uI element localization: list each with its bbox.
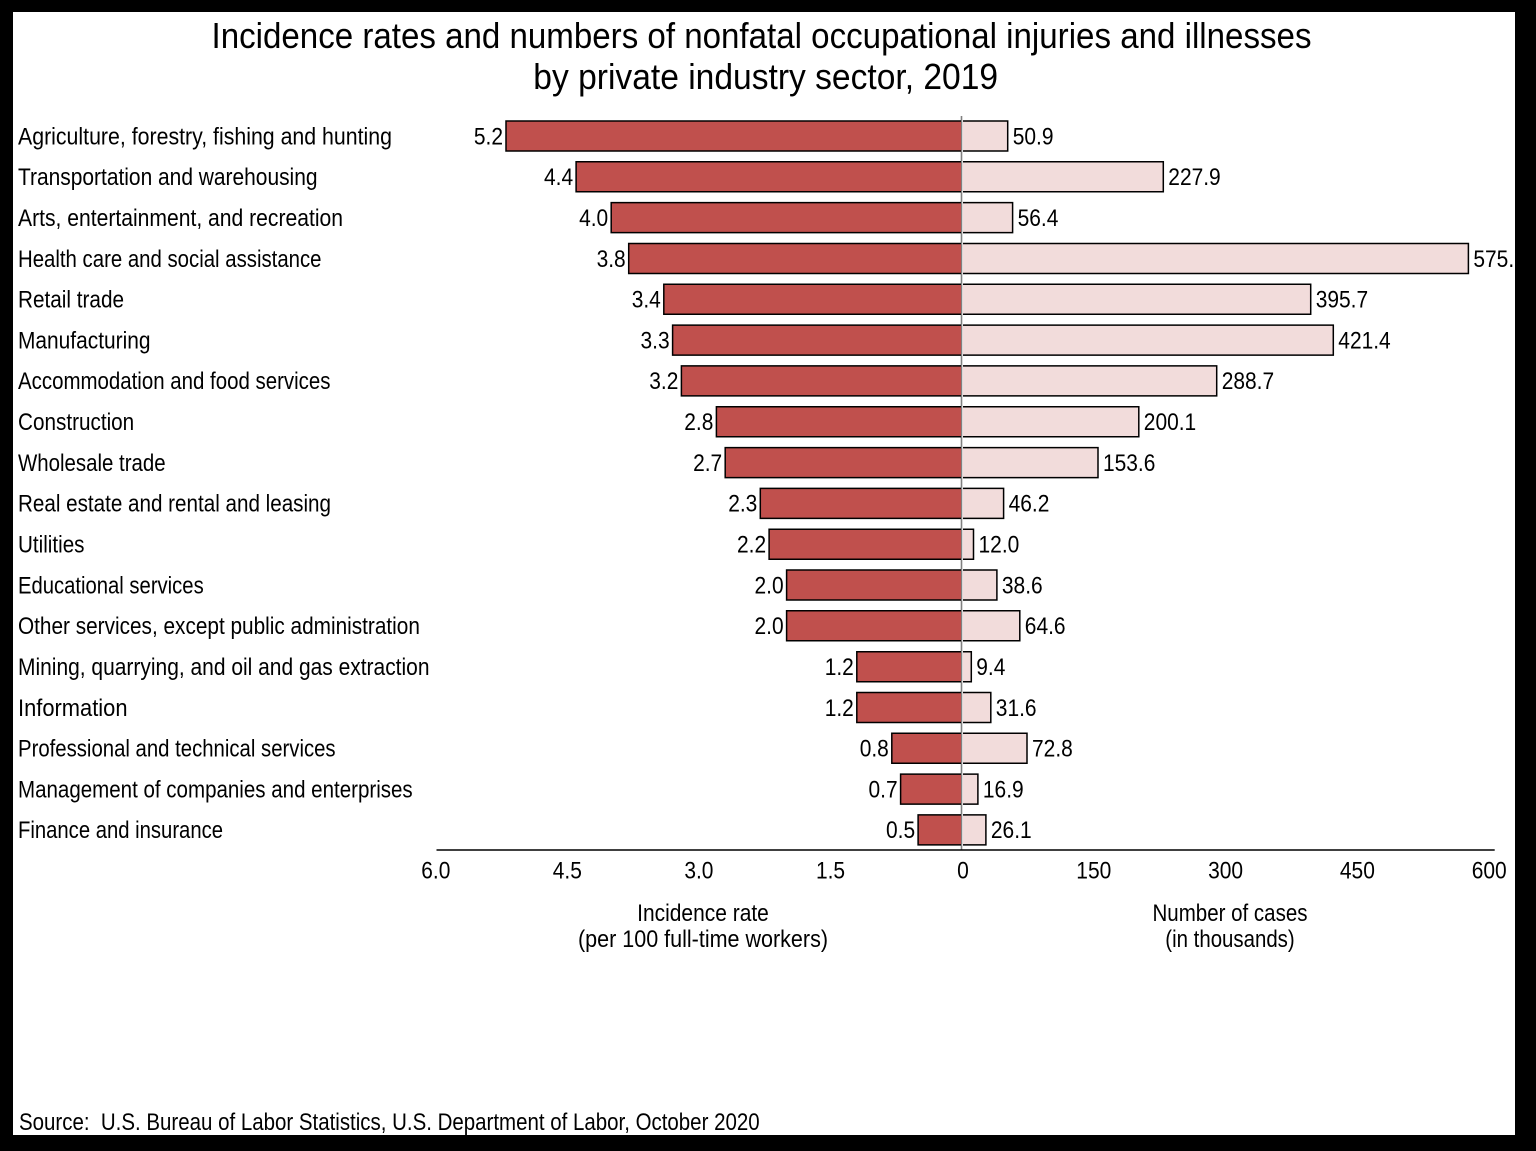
svg-text:16.9: 16.9 [983, 776, 1024, 803]
svg-text:2.2: 2.2 [737, 532, 766, 559]
svg-text:4.4: 4.4 [544, 164, 573, 191]
svg-text:150: 150 [1076, 858, 1111, 885]
svg-text:395.7: 395.7 [1316, 287, 1368, 314]
svg-text:26.1: 26.1 [991, 817, 1032, 844]
svg-text:600: 600 [1472, 858, 1507, 885]
svg-text:(per 100 full-time workers): (per 100 full-time workers) [578, 926, 828, 953]
svg-text:Educational services: Educational services [18, 572, 204, 599]
svg-text:Management of companies and en: Management of companies and enterprises [18, 776, 413, 803]
svg-text:12.0: 12.0 [979, 532, 1020, 559]
svg-text:4.5: 4.5 [553, 858, 582, 885]
svg-text:Arts, entertainment, and recre: Arts, entertainment, and recreation [18, 205, 343, 232]
svg-text:2.3: 2.3 [728, 491, 757, 518]
svg-text:50.9: 50.9 [1013, 123, 1054, 150]
svg-text:3.4: 3.4 [632, 287, 661, 314]
svg-text:Number of cases: Number of cases [1153, 900, 1308, 927]
svg-text:227.9: 227.9 [1168, 164, 1220, 191]
svg-text:by private industry sector, 20: by private industry sector, 2019 [533, 56, 998, 97]
svg-text:153.6: 153.6 [1103, 450, 1155, 477]
svg-text:72.8: 72.8 [1032, 736, 1073, 763]
svg-text:1.2: 1.2 [825, 695, 854, 722]
svg-text:Finance and insurance: Finance and insurance [18, 817, 223, 844]
svg-text:Utilities: Utilities [18, 532, 85, 559]
svg-text:3.8: 3.8 [597, 246, 626, 273]
svg-text:1.5: 1.5 [816, 858, 845, 885]
svg-text:31.6: 31.6 [996, 695, 1037, 722]
svg-text:300: 300 [1208, 858, 1243, 885]
svg-text:9.4: 9.4 [976, 654, 1005, 681]
svg-text:Manufacturing: Manufacturing [18, 327, 151, 354]
svg-text:46.2: 46.2 [1009, 491, 1050, 518]
svg-text:3.2: 3.2 [649, 368, 678, 395]
svg-text:3.0: 3.0 [684, 858, 713, 885]
svg-text:64.6: 64.6 [1025, 613, 1066, 640]
svg-text:Other services, except public: Other services, except public administra… [18, 613, 420, 640]
svg-text:Real estate and rental and lea: Real estate and rental and leasing [18, 491, 331, 518]
svg-text:5.2: 5.2 [474, 123, 503, 150]
svg-text:0: 0 [957, 858, 969, 885]
svg-text:56.4: 56.4 [1018, 205, 1059, 232]
svg-text:2.0: 2.0 [755, 572, 784, 599]
svg-text:3.3: 3.3 [641, 327, 670, 354]
svg-text:2.7: 2.7 [693, 450, 722, 477]
svg-text:0.8: 0.8 [860, 736, 889, 763]
svg-text:4.0: 4.0 [579, 205, 608, 232]
svg-text:Construction: Construction [18, 409, 134, 436]
svg-text:2.0: 2.0 [755, 613, 784, 640]
svg-text:Transportation and warehousing: Transportation and warehousing [18, 164, 318, 191]
svg-text:Mining, quarrying, and oil and: Mining, quarrying, and oil and gas extra… [18, 654, 430, 681]
svg-text:0.7: 0.7 [869, 776, 898, 803]
svg-text:Retail trade: Retail trade [18, 287, 124, 314]
svg-text:(in thousands): (in thousands) [1165, 926, 1294, 953]
svg-text:Source: U.S. Bureau of Labor: Source: U.S. Bureau of Labor Statistics,… [19, 1109, 760, 1136]
svg-text:2.8: 2.8 [684, 409, 713, 436]
svg-text:Accommodation and food service: Accommodation and food services [18, 368, 331, 395]
svg-text:450: 450 [1340, 858, 1375, 885]
svg-text:288.7: 288.7 [1222, 368, 1274, 395]
svg-text:0.5: 0.5 [886, 817, 915, 844]
svg-text:Agriculture, forestry, fishing: Agriculture, forestry, fishing and hunti… [18, 123, 392, 150]
svg-text:Health care and social assista: Health care and social assistance [18, 246, 322, 273]
svg-text:6.0: 6.0 [421, 858, 450, 885]
svg-text:421.4: 421.4 [1338, 327, 1390, 354]
svg-text:Incidence rates and numbers of: Incidence rates and numbers of nonfatal … [212, 15, 1312, 56]
svg-text:38.6: 38.6 [1002, 572, 1043, 599]
svg-text:Professional and technical ser: Professional and technical services [18, 736, 336, 763]
svg-text:Wholesale trade: Wholesale trade [18, 450, 166, 477]
svg-text:Incidence rate: Incidence rate [637, 900, 769, 927]
svg-text:1.2: 1.2 [825, 654, 854, 681]
svg-text:200.1: 200.1 [1144, 409, 1196, 436]
svg-text:Information: Information [18, 695, 128, 722]
